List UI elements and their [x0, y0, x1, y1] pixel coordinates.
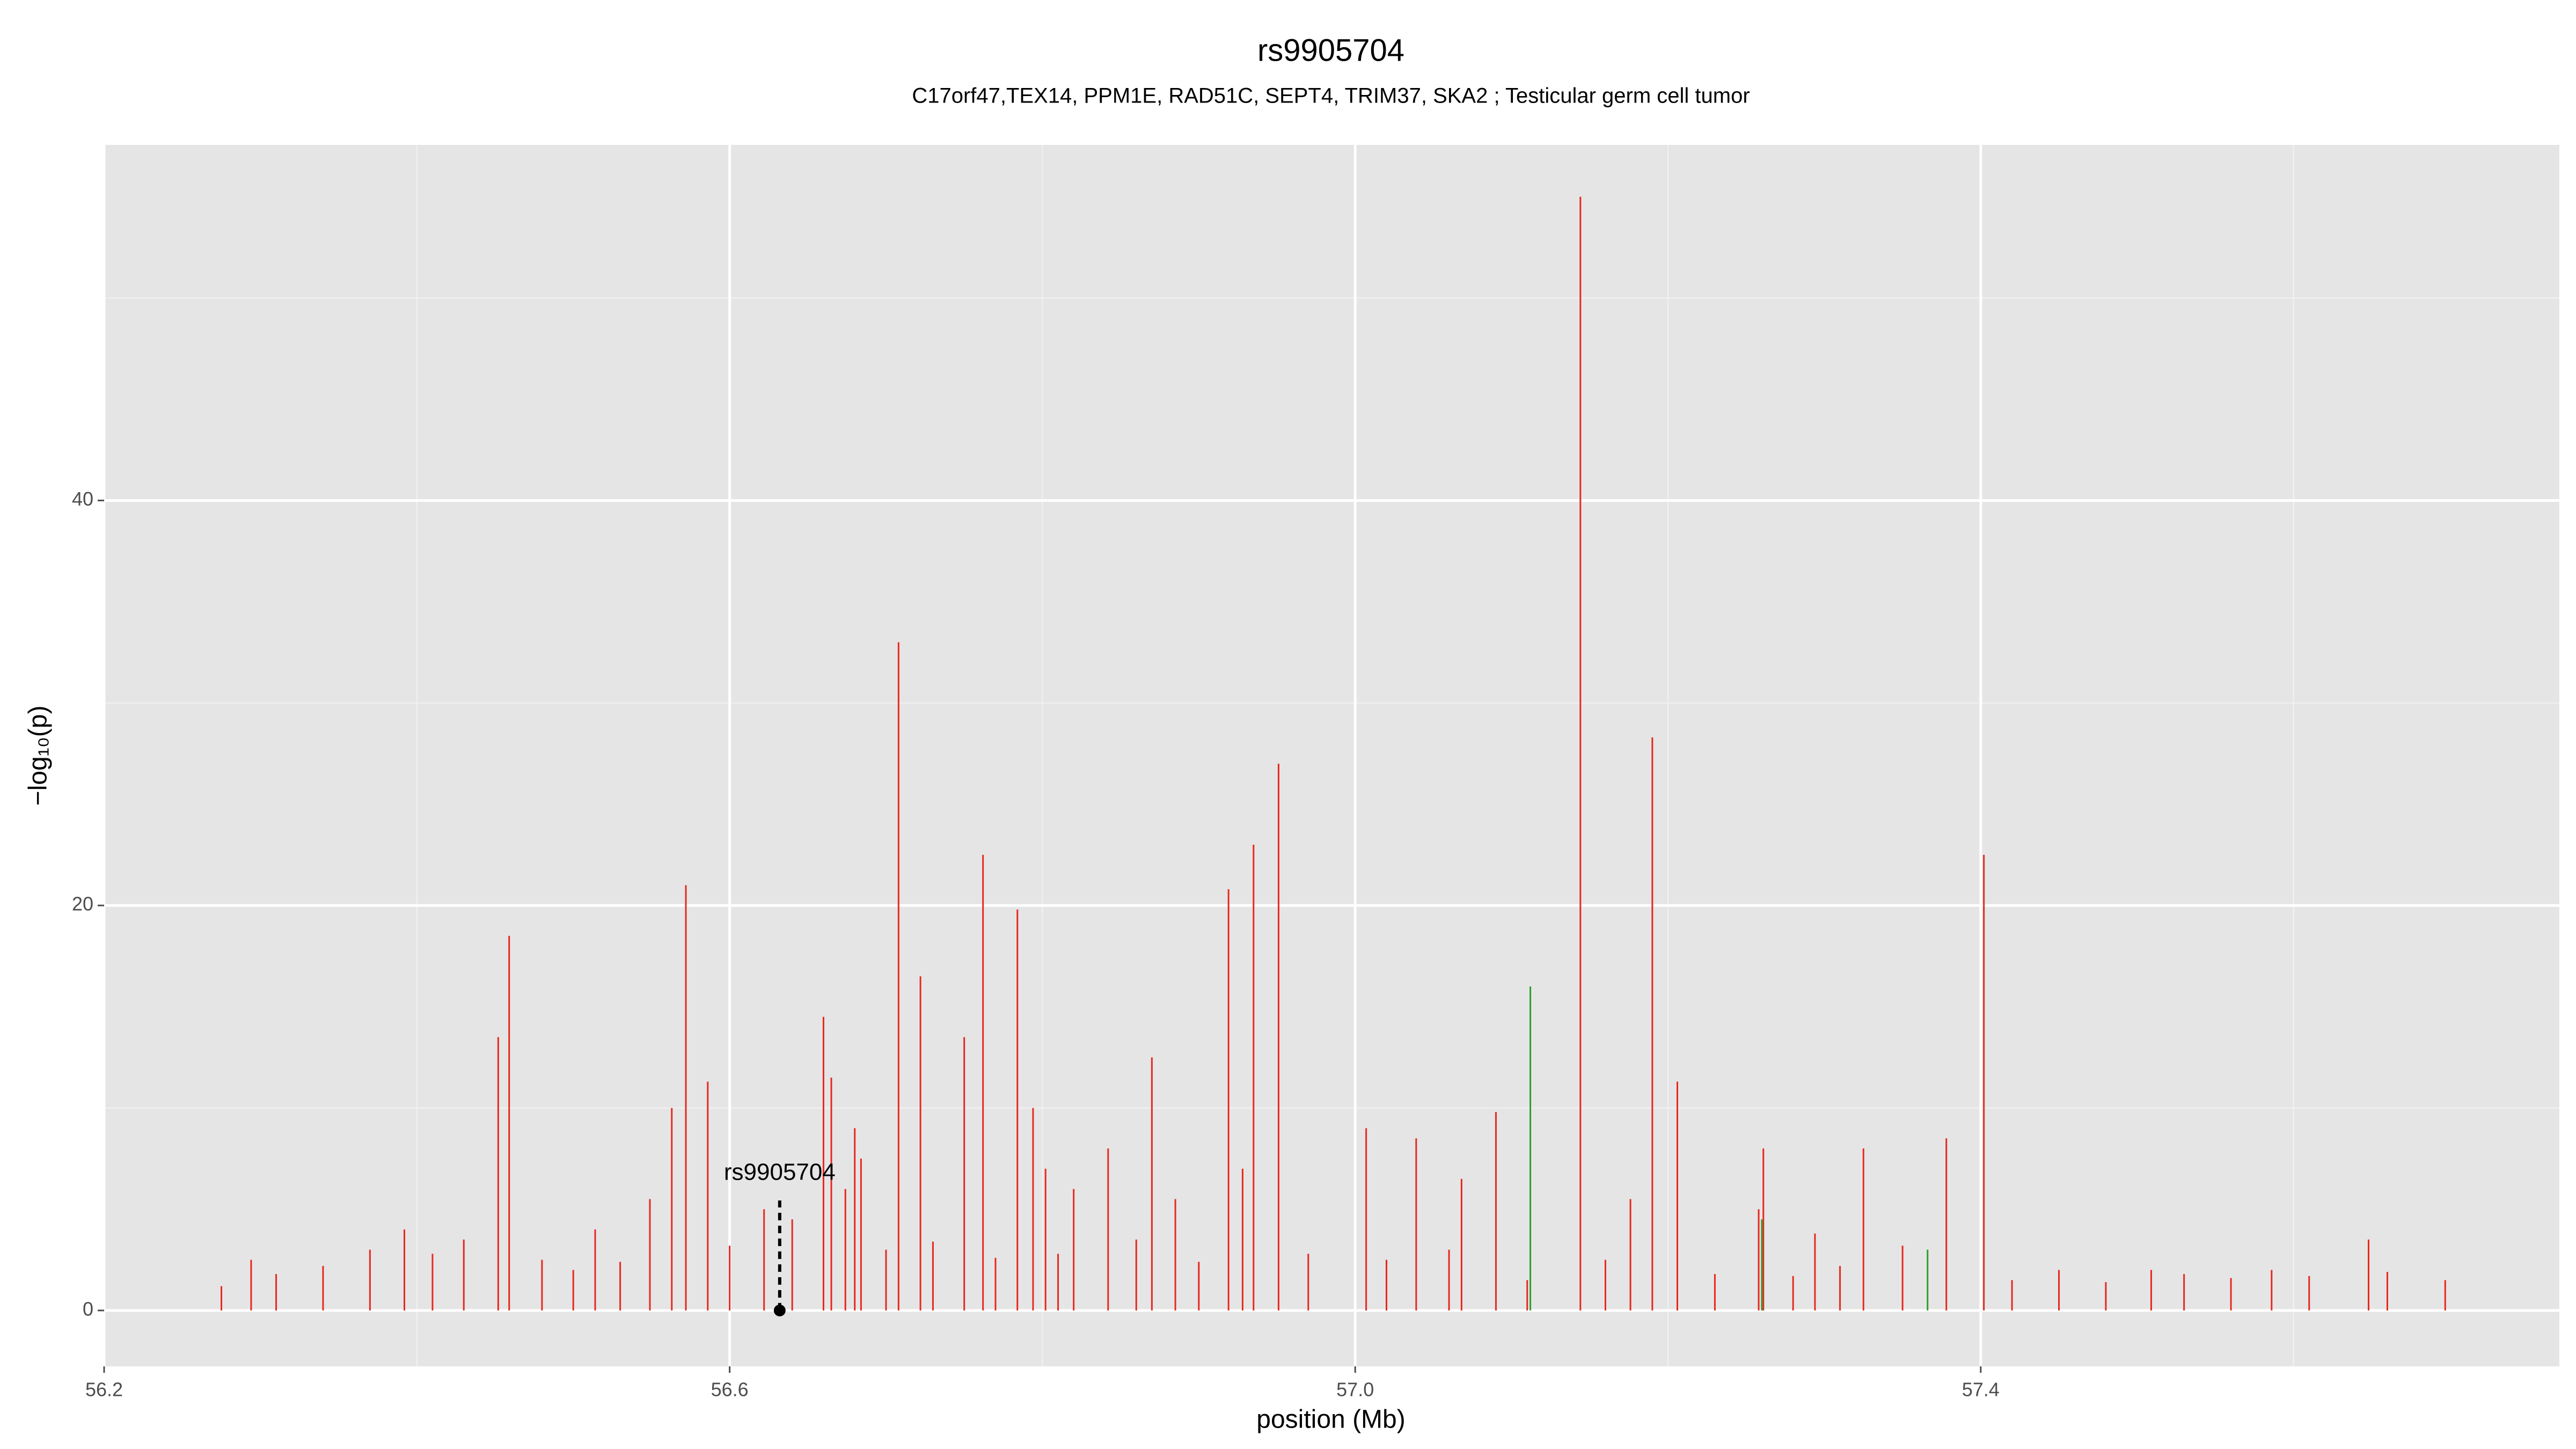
- chart-title: rs9905704: [1257, 33, 1404, 68]
- y-tick-label: 40: [72, 488, 93, 510]
- panel: [104, 145, 2559, 1366]
- annotation-point: [773, 1304, 786, 1316]
- y-axis-label: −log₁₀(p): [24, 706, 53, 806]
- y-tick-label: 0: [83, 1298, 93, 1320]
- annotation-label: rs9905704: [724, 1159, 836, 1185]
- x-tick-label: 57.4: [1962, 1379, 2000, 1401]
- y-tick-label: 20: [72, 893, 93, 915]
- x-axis-label: position (Mb): [1256, 1406, 1405, 1434]
- chart-subtitle: C17orf47,TEX14, PPM1E, RAD51C, SEPT4, TR…: [912, 84, 1750, 108]
- x-tick-label: 56.6: [711, 1379, 749, 1401]
- x-tick-label: 56.2: [85, 1379, 123, 1401]
- x-tick-label: 57.0: [1336, 1379, 1374, 1401]
